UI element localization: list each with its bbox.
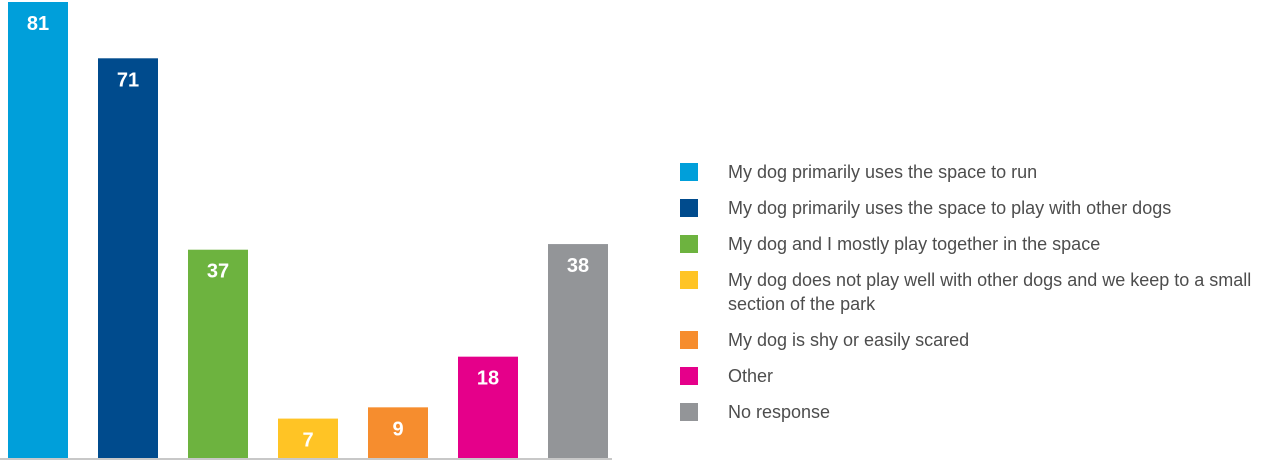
- bar: [548, 244, 608, 458]
- bar: [98, 58, 158, 458]
- bar: [368, 407, 428, 458]
- data-label: 9: [392, 418, 403, 440]
- bar: [458, 356, 518, 458]
- bar: [188, 249, 248, 458]
- legend-swatch: [680, 367, 698, 385]
- legend-swatch: [680, 163, 698, 181]
- legend-label: My dog primarily uses the space to play …: [728, 198, 1172, 218]
- legend-label: My dog and I mostly play together in the…: [728, 234, 1101, 254]
- data-label: 7: [302, 430, 313, 452]
- bar-chart: 81 71 37 7 9 18 38: [0, 2, 612, 460]
- legend-item: My dog and I mostly play together in the…: [680, 232, 1263, 256]
- legend-label: No response: [728, 402, 831, 422]
- data-label: 71: [117, 69, 139, 91]
- legend-swatch: [680, 199, 698, 217]
- legend-swatch: [680, 271, 698, 289]
- data-label: 81: [27, 13, 49, 35]
- data-label: 18: [477, 368, 499, 390]
- legend-item: My dog primarily uses the space to run: [680, 160, 1263, 184]
- legend-label: My dog does not play well with other dog…: [728, 270, 1252, 314]
- legend-label: Other: [728, 366, 774, 386]
- bar: [278, 418, 338, 458]
- data-label: 38: [567, 255, 589, 277]
- legend-item: My dog primarily uses the space to play …: [680, 196, 1263, 220]
- legend-label: My dog primarily uses the space to run: [728, 162, 1038, 182]
- data-label: 37: [207, 261, 229, 283]
- legend-item: Other: [680, 364, 1263, 388]
- legend-swatch: [680, 403, 698, 421]
- legend-item: My dog is shy or easily scared: [680, 328, 1263, 352]
- legend-swatch: [680, 331, 698, 349]
- legend-swatch: [680, 235, 698, 253]
- chart-legend: My dog primarily uses the space to run My…: [680, 160, 1263, 436]
- legend-item: My dog does not play well with other dog…: [680, 268, 1263, 316]
- legend-label: My dog is shy or easily scared: [728, 330, 970, 350]
- legend-item: No response: [680, 400, 1263, 424]
- bar: [8, 2, 68, 458]
